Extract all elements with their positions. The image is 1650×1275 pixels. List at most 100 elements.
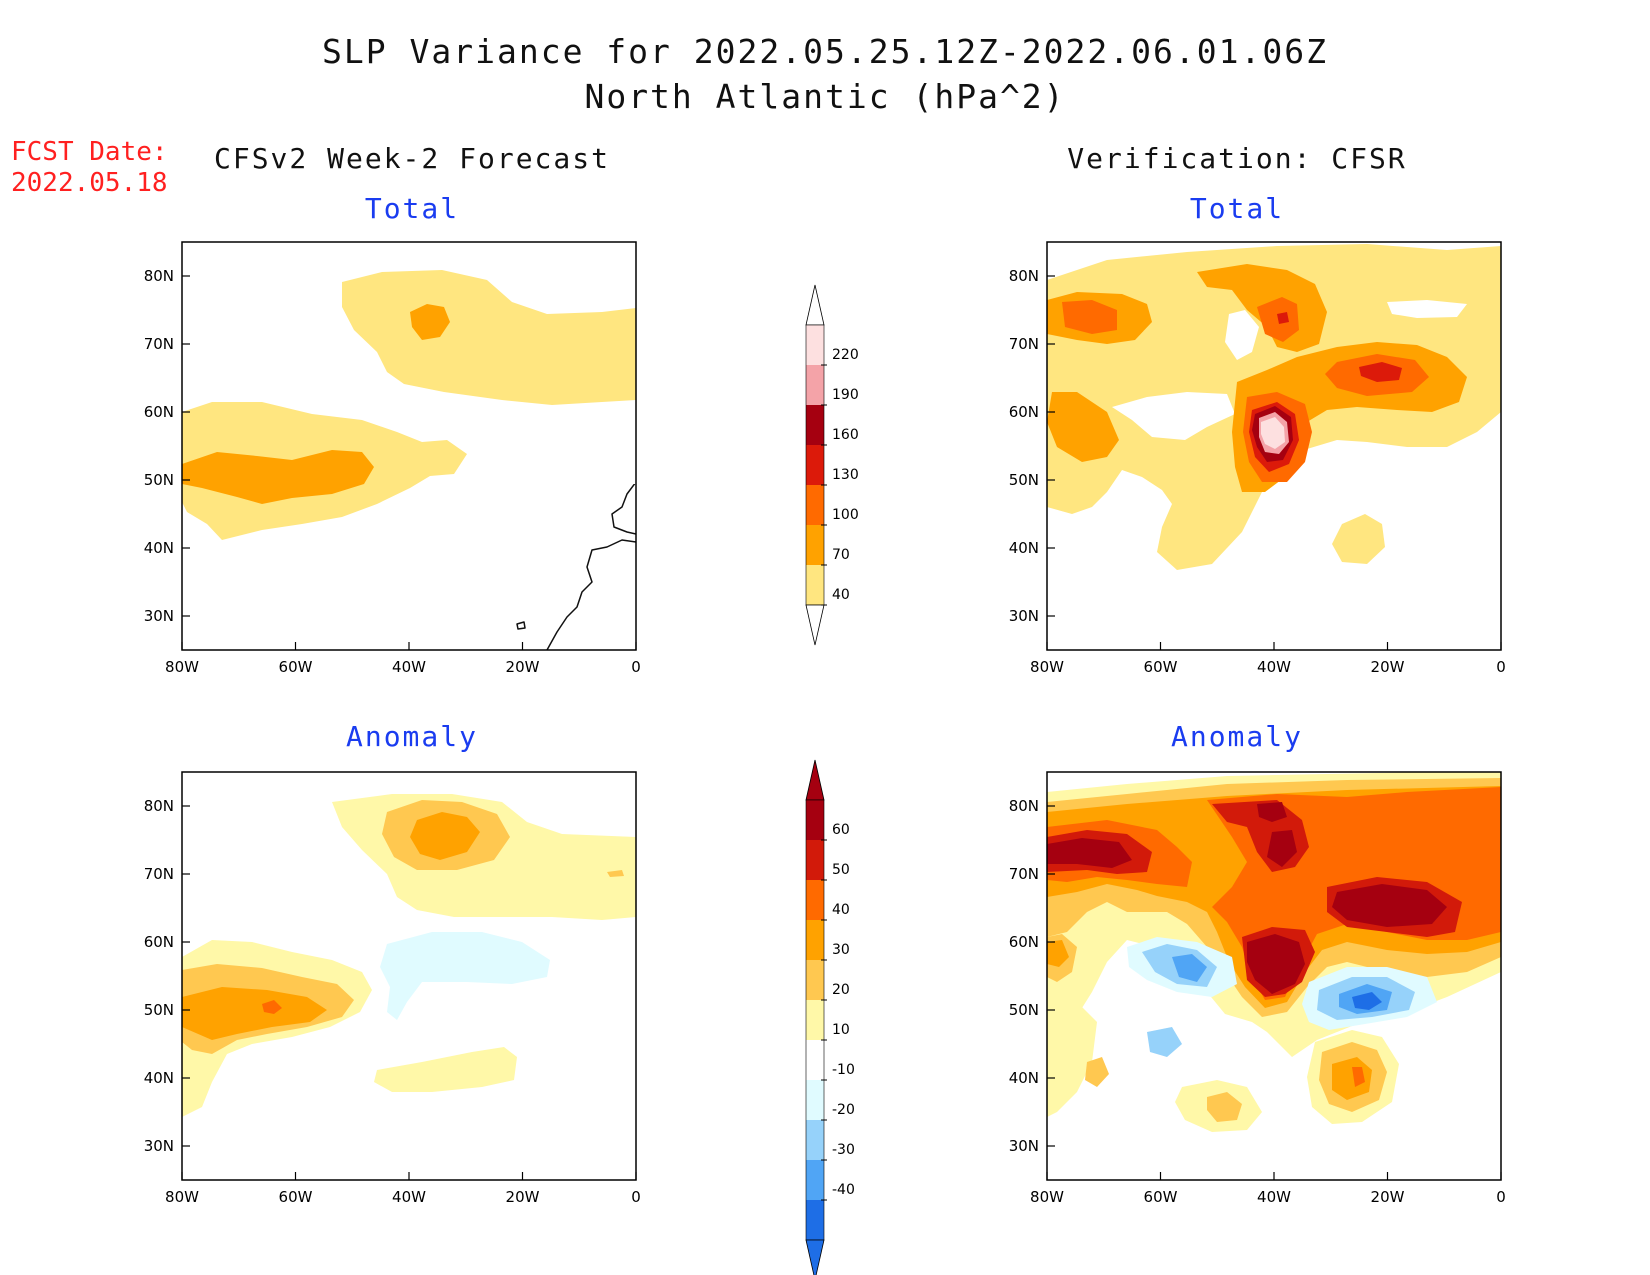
contour-220-central (1261, 417, 1285, 449)
colorbar-label: 40 (832, 587, 850, 603)
colorbar-top-arrow (805, 284, 825, 326)
anom-30-west (1047, 940, 1069, 967)
colorbar-swatch (806, 1120, 824, 1160)
colorbar-swatch (806, 525, 824, 565)
chart-subtitle: North Atlantic (hPa^2) (584, 77, 1066, 116)
lon-tick-label: 40W (1257, 1188, 1291, 1206)
anom-30-north (410, 812, 480, 860)
colorbar-label: 50 (832, 862, 850, 878)
lat-tick-label: 80N (1009, 797, 1039, 815)
lon-tick-label: 40W (392, 658, 426, 676)
anom-minus20-sw (1147, 1027, 1182, 1057)
colorbar-swatch (806, 800, 824, 840)
colorbar-swatch (806, 1200, 824, 1240)
lat-tick-label: 70N (1009, 335, 1039, 353)
fcst-date-label: FCST Date: (11, 137, 168, 167)
anom-40-broad (1047, 787, 1501, 1000)
lon-tick-label: 60W (279, 658, 313, 676)
axis-ticks: 80W 60W 40W 20W 0 80N 70N 60N 50N 40N 30N (1009, 797, 1506, 1206)
colorbar-total: 220 190 160 130 100 70 40 (805, 284, 859, 646)
contour-70-west (182, 450, 374, 504)
lon-tick-label: 40W (1257, 658, 1291, 676)
lon-tick-label: 80W (1030, 658, 1064, 676)
lat-tick-label: 40N (1009, 539, 1039, 557)
lat-tick-label: 60N (1009, 933, 1039, 951)
colorbar-swatch (806, 405, 824, 445)
anom-20-far-west (1085, 1057, 1109, 1087)
colorbar-label: 160 (832, 427, 859, 443)
lat-tick-label: 70N (144, 865, 174, 883)
contour-40-north (342, 270, 636, 405)
colorbar-label: 10 (832, 1022, 850, 1038)
lon-tick-label: 0 (631, 1188, 641, 1206)
anom-10-south (374, 1047, 517, 1092)
forecast-anomaly-subtitle: Anomaly (345, 720, 478, 753)
lon-tick-label: 0 (631, 658, 641, 676)
lat-tick-label: 30N (144, 1137, 174, 1155)
anom-40-west (262, 1000, 282, 1014)
colorbar-swatch (806, 880, 824, 920)
anom-minus40-east (1352, 992, 1382, 1010)
lat-tick-label: 50N (1009, 471, 1039, 489)
axis-ticks: 80W 60W 40W 20W 0 80N 70N 60N 50N 40N 30N (1009, 267, 1506, 676)
anom-minus30-west (1172, 954, 1207, 982)
colorbar-swatch (806, 840, 824, 880)
colorbar-label: 100 (832, 507, 859, 523)
colorbar-label: -10 (832, 1062, 855, 1078)
axis-ticks: 80W 60W 40W 20W 0 80N 70N 60N 50N 40N 30N (144, 267, 641, 676)
hole-low-variance-2 (1112, 392, 1235, 440)
lon-tick-label: 60W (1144, 1188, 1178, 1206)
colorbar-swatch (806, 920, 824, 960)
anom-60-ne (1332, 884, 1447, 927)
colorbar-label: 130 (832, 467, 859, 483)
contour-130-icel (1359, 362, 1402, 382)
colorbar-label: 220 (832, 347, 859, 363)
lon-tick-label: 20W (1371, 658, 1405, 676)
colorbar-bottom-arrow (805, 1239, 825, 1275)
contour-130-ne (1277, 312, 1289, 324)
contour-100-nw (1062, 300, 1117, 334)
colorbar-label: -30 (832, 1142, 855, 1158)
colorbar-label: 20 (832, 982, 850, 998)
lat-tick-label: 60N (1009, 403, 1039, 421)
lon-tick-label: 40W (392, 1188, 426, 1206)
lat-tick-label: 70N (144, 335, 174, 353)
verification-anomaly-subtitle: Anomaly (1170, 720, 1303, 753)
anom-60-n (1257, 802, 1297, 867)
hole-low-variance-4 (1047, 512, 1087, 552)
colorbar-swatch (806, 1160, 824, 1200)
lon-tick-label: 60W (279, 1188, 313, 1206)
anom-30-west (182, 987, 327, 1040)
contour-100-ne (1257, 297, 1299, 342)
lon-tick-label: 20W (506, 658, 540, 676)
hole-low-variance-3 (1387, 300, 1467, 318)
colorbar-label: -40 (832, 1182, 855, 1198)
contour-70-north (410, 304, 450, 340)
lon-tick-label: 80W (165, 1188, 199, 1206)
colorbar-swatch (806, 960, 824, 1000)
colorbar-label: -20 (832, 1102, 855, 1118)
lat-tick-label: 30N (144, 607, 174, 625)
lat-tick-label: 40N (144, 1069, 174, 1087)
verification-total-map: 80W 60W 40W 20W 0 80N 70N 60N 50N 40N 30N (1009, 241, 1506, 676)
lat-tick-label: 70N (1009, 865, 1039, 883)
lon-tick-label: 60W (1144, 658, 1178, 676)
lat-tick-label: 60N (144, 933, 174, 951)
anom-minus10-center (380, 932, 550, 1020)
verification-column-heading: Verification: CFSR (1067, 142, 1407, 175)
anom-40-south (1352, 1067, 1365, 1087)
colorbar-label: 70 (832, 547, 850, 563)
contour-40-isolated (1332, 514, 1385, 564)
anom-60-c (1247, 934, 1305, 994)
lon-tick-label: 0 (1496, 658, 1506, 676)
colorbar-swatch (806, 565, 824, 605)
lat-tick-label: 80N (144, 267, 174, 285)
anom-10-east-sliver (607, 870, 624, 877)
forecast-total-subtitle: Total (364, 192, 460, 225)
colorbar-swatch (806, 1000, 824, 1040)
lat-tick-label: 50N (1009, 1001, 1039, 1019)
colorbar-swatch (806, 485, 824, 525)
fcst-date-value: 2022.05.18 (11, 168, 168, 198)
colorbar-swatch (806, 1040, 824, 1080)
